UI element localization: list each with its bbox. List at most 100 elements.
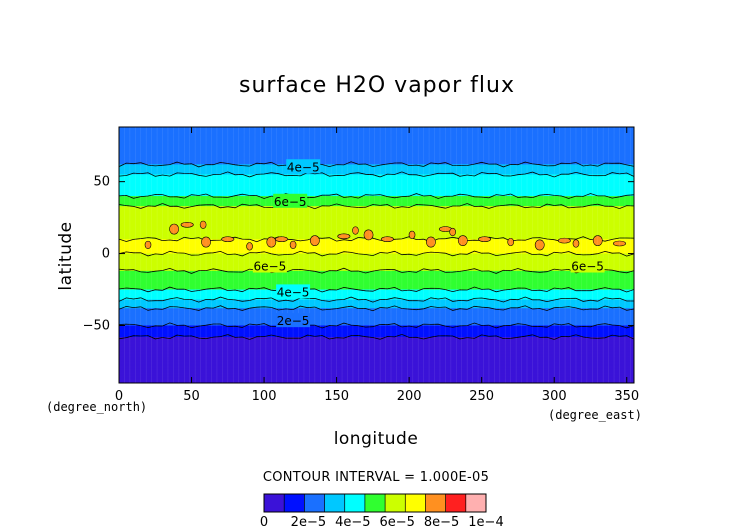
contour-band-row — [119, 370, 634, 373]
contour-band-row — [119, 358, 634, 361]
contour-band-row — [119, 349, 634, 352]
contour-band-row — [119, 255, 634, 258]
contour-band-row — [119, 273, 634, 276]
colorbar-swatch — [284, 494, 305, 512]
contour-band-row — [119, 354, 634, 357]
contour-band-row — [119, 286, 634, 289]
colorbar-label: 0 — [260, 515, 268, 530]
contour-band-row — [119, 165, 634, 168]
contour-label: 6e−5 — [274, 195, 307, 209]
contour-line — [119, 161, 634, 168]
contour-band-row — [119, 200, 634, 203]
contour-band-row — [119, 181, 634, 184]
contour-label-bg — [252, 258, 287, 273]
filled-contour-bands — [119, 127, 634, 383]
contour-band-row — [119, 311, 634, 314]
contour-band-row — [119, 216, 634, 219]
high-flux-patch — [199, 220, 207, 229]
contour-label: 4e−5 — [287, 160, 320, 174]
contour-band-row — [119, 148, 634, 151]
contour-band-row — [119, 138, 634, 141]
longitude-texture — [119, 127, 631, 383]
contour-band-row — [119, 257, 634, 260]
contour-line — [119, 267, 634, 274]
contour-band-row — [119, 145, 634, 148]
colorbar-swatch — [364, 494, 386, 512]
contour-band-row — [119, 316, 634, 319]
contour-band-row — [119, 197, 634, 200]
contour-band-row — [119, 185, 634, 189]
contour-band-row — [119, 298, 634, 301]
contour-band-row — [119, 319, 634, 322]
contour-band-row — [119, 230, 634, 233]
contour-band-row — [119, 139, 634, 142]
contour-band-row — [119, 214, 634, 217]
contour-band-row — [119, 293, 634, 296]
colorbar-swatch — [324, 494, 346, 512]
x-tick-label: 300 — [542, 389, 567, 404]
contour-band-row — [119, 265, 634, 268]
contour-band-row — [119, 240, 634, 243]
contour-band-row — [119, 283, 634, 286]
contour-band-row — [119, 223, 634, 226]
contour-band-row — [119, 132, 634, 135]
high-flux-patch — [289, 240, 297, 250]
contour-band-row — [119, 231, 634, 235]
high-flux-patch — [612, 240, 626, 247]
contour-band-row — [119, 161, 634, 164]
contour-band-row — [119, 318, 634, 321]
high-flux-patch — [169, 223, 180, 235]
high-flux-patch — [274, 236, 288, 242]
contour-band-row — [119, 381, 634, 383]
high-flux-patch — [380, 236, 394, 242]
contour-band-row — [119, 210, 634, 213]
contour-band-row — [119, 334, 634, 337]
contour-band-row — [119, 188, 634, 191]
contour-band-row — [119, 206, 634, 209]
contour-band-row — [119, 247, 634, 250]
contour-band-row — [119, 359, 634, 363]
contour-band-row — [119, 315, 634, 318]
contour-band-row — [119, 137, 634, 140]
contour-band-row — [119, 234, 634, 237]
x-units-label: (degree_east) — [548, 408, 642, 422]
contour-band-row — [119, 175, 634, 178]
y-units-label: (degree_north) — [46, 400, 147, 414]
contour-line — [119, 171, 634, 178]
y-tick-label: −50 — [83, 318, 110, 333]
contour-band-row — [119, 194, 634, 197]
contour-band-row — [119, 150, 634, 153]
contour-band-row — [119, 306, 634, 309]
contour-band-row — [119, 309, 634, 312]
contour-band-row — [119, 301, 634, 304]
y-axis-label: latitude — [56, 221, 76, 290]
contour-band-row — [119, 267, 634, 270]
contour-band-row — [119, 260, 634, 263]
high-flux-patch — [266, 236, 277, 248]
contour-band-row — [119, 158, 634, 161]
contour-band-row — [119, 288, 634, 291]
contour-band-row — [119, 187, 634, 190]
y-tick-label: 0 — [102, 247, 110, 262]
contour-band-row — [119, 171, 634, 174]
colorbar-label: 6e−5 — [379, 515, 414, 530]
contour-band-row — [119, 380, 634, 383]
contour-line — [119, 193, 634, 199]
contour-band-row — [119, 147, 634, 150]
high-flux-patch — [557, 237, 571, 244]
contour-band-row — [119, 127, 634, 130]
contour-band-row — [119, 134, 634, 137]
high-flux-patch — [478, 236, 492, 242]
x-tick-label: 100 — [252, 389, 277, 404]
contour-label-bg — [276, 313, 311, 328]
contour-band-row — [119, 229, 634, 232]
contour-band-row — [119, 177, 634, 180]
contour-band-row — [119, 290, 634, 293]
contour-band-row — [119, 227, 634, 230]
contour-line — [119, 322, 634, 329]
contour-band-row — [119, 305, 634, 308]
colorbar-labels: 0 2e−5 4e−5 6e−5 8e−5 1e−4 — [260, 515, 504, 530]
contour-band-row — [119, 348, 634, 351]
contour-band-row — [119, 237, 634, 240]
